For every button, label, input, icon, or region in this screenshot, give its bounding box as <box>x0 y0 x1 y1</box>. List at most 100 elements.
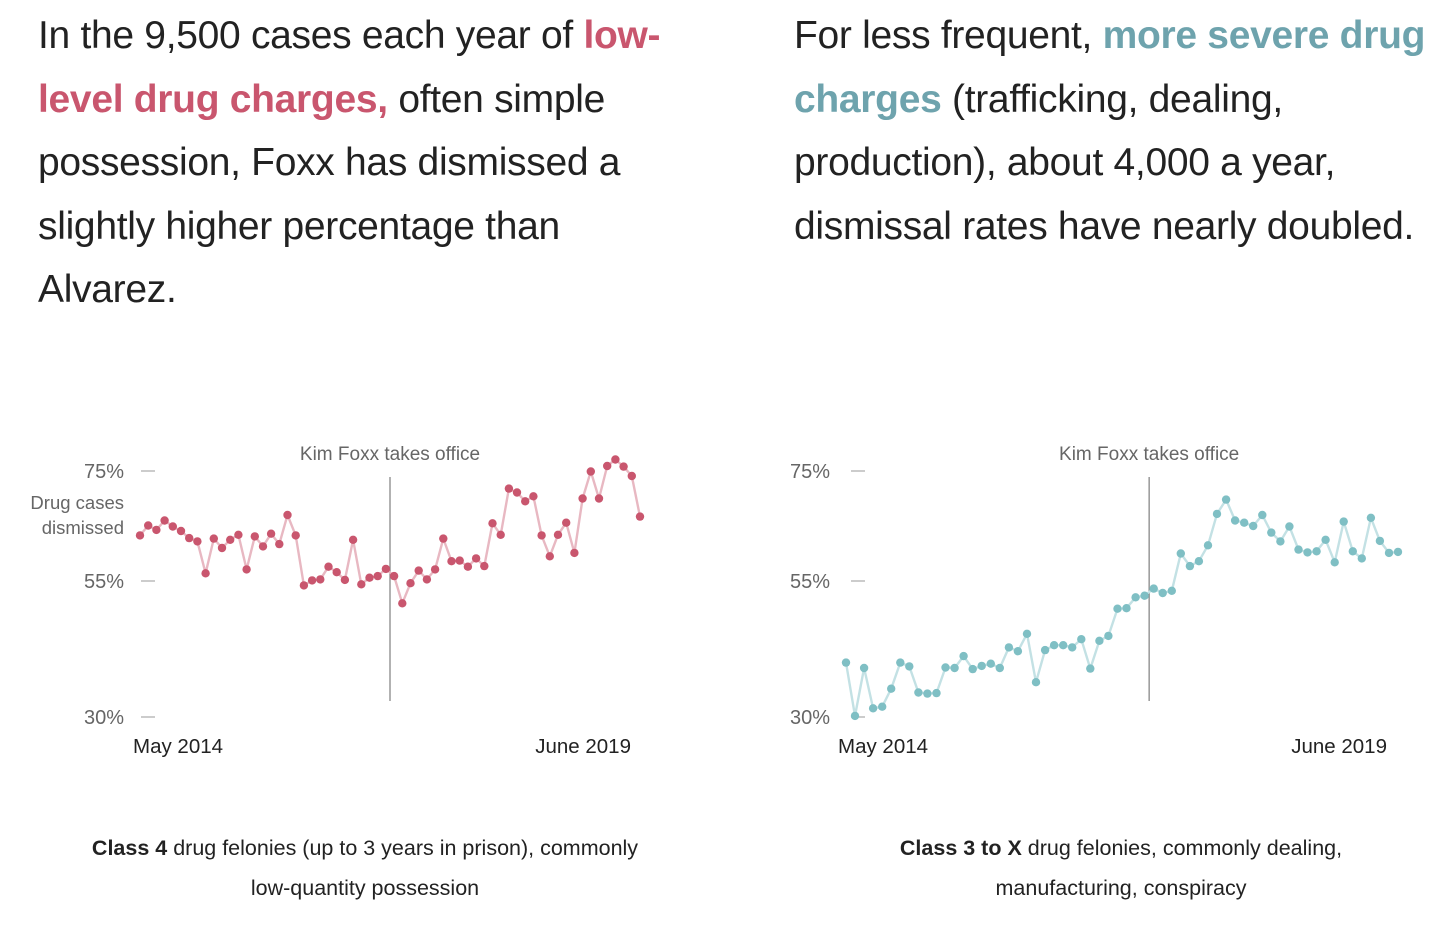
data-point <box>266 529 276 538</box>
data-point <box>447 557 456 566</box>
x-end-label: June 2019 <box>1291 735 1387 758</box>
data-point <box>1330 558 1339 567</box>
caption-bold: Class 3 to X <box>899 836 1022 860</box>
y-tick-label: 55% <box>790 571 830 593</box>
data-point <box>914 688 923 697</box>
data-point <box>144 521 153 530</box>
data-point <box>480 561 489 571</box>
data-point <box>977 661 986 671</box>
data-point <box>209 534 218 543</box>
data-point <box>1366 513 1376 522</box>
data-point <box>1149 584 1158 593</box>
data-point <box>611 455 620 464</box>
data-point <box>868 704 878 713</box>
series-line <box>844 498 1399 718</box>
caption-rest: drug felonies, commonly dealing, manufac… <box>995 836 1343 900</box>
data-point <box>941 663 950 672</box>
data-point <box>1113 604 1122 613</box>
chart-caption-class-4: Class 4 drug felonies (up to 3 years in … <box>85 828 645 908</box>
data-point <box>307 576 317 585</box>
data-point <box>1031 678 1041 687</box>
data-point <box>406 579 415 588</box>
data-point <box>923 689 932 698</box>
data-point <box>619 462 628 471</box>
data-point <box>201 569 210 578</box>
data-point <box>1004 643 1014 652</box>
data-point <box>1049 641 1059 650</box>
data-point <box>152 525 161 535</box>
data-point <box>1077 635 1086 644</box>
x-start-label: May 2014 <box>838 735 928 758</box>
data-point <box>594 494 604 503</box>
data-point <box>1095 636 1104 645</box>
data-point <box>995 663 1004 673</box>
data-point <box>578 494 587 503</box>
line-chart-class-3-to-x: 75% 55% 30% Kim Foxx takes office May 2014 Ju… <box>790 444 1403 758</box>
data-point <box>1276 537 1285 546</box>
data-point <box>496 530 505 539</box>
data-point <box>1267 528 1276 537</box>
data-point <box>512 488 522 497</box>
data-point <box>168 522 177 531</box>
data-point <box>537 531 546 540</box>
data-point <box>324 562 333 571</box>
data-point <box>545 552 554 561</box>
data-point <box>176 526 186 536</box>
data-point <box>365 573 374 582</box>
data-point <box>1158 588 1167 598</box>
data-point <box>1131 593 1140 602</box>
data-point <box>896 658 905 667</box>
chart-panel-low-level: In the 9,500 cases each year of low-leve… <box>0 0 700 926</box>
data-point <box>1221 495 1231 504</box>
data-point <box>1040 645 1050 655</box>
data-point <box>1140 591 1149 600</box>
data-point <box>463 562 473 571</box>
data-point <box>1059 641 1068 650</box>
data-point <box>316 575 325 584</box>
intro-text-low-level: In the 9,500 cases each year of low-leve… <box>38 4 698 322</box>
data-point <box>234 530 243 539</box>
data-point <box>348 535 358 544</box>
data-point <box>1249 521 1258 531</box>
data-point <box>1086 664 1095 673</box>
data-point <box>275 539 284 549</box>
data-point <box>455 556 464 565</box>
data-point <box>859 663 869 673</box>
data-point <box>1285 522 1294 531</box>
data-point <box>414 566 423 575</box>
y-axis-label: Drug cases dismissed <box>30 492 124 538</box>
data-point <box>1203 541 1213 550</box>
data-point <box>905 662 914 671</box>
y-tick-label: 30% <box>790 707 830 729</box>
data-point <box>217 543 227 553</box>
chart-panel-severe: For less frequent, more severe drug char… <box>756 0 1456 926</box>
annotation-label: Kim Foxx takes office <box>1059 444 1239 465</box>
data-point <box>439 534 448 543</box>
data-point <box>959 651 968 661</box>
x-end-label: June 2019 <box>535 735 631 758</box>
data-point <box>635 512 645 521</box>
data-point <box>586 467 595 476</box>
data-point <box>968 664 977 674</box>
data-point <box>1339 517 1348 526</box>
data-point <box>562 518 571 527</box>
data-point <box>841 658 851 667</box>
data-point <box>488 519 497 528</box>
data-point <box>521 497 530 506</box>
data-point <box>160 516 169 525</box>
data-point <box>1167 586 1176 595</box>
intro-highlight-low-level: low-level drug charges, <box>38 14 661 121</box>
y-tick-label: 30% <box>84 707 124 729</box>
data-point <box>504 484 514 493</box>
data-point <box>1303 548 1312 557</box>
data-point <box>283 510 292 520</box>
data-point <box>471 554 481 563</box>
data-point <box>398 599 407 608</box>
data-point <box>553 530 563 539</box>
data-point <box>1357 554 1366 563</box>
y-tick-label: 75% <box>790 461 830 483</box>
data-point <box>529 492 538 501</box>
data-point <box>950 663 959 673</box>
line-chart-class-4: 75% 55% 30% Drug cases dismissed Kim Foxx tak… <box>30 444 645 758</box>
intro-text-severe: For less frequent, more severe drug char… <box>794 4 1456 258</box>
